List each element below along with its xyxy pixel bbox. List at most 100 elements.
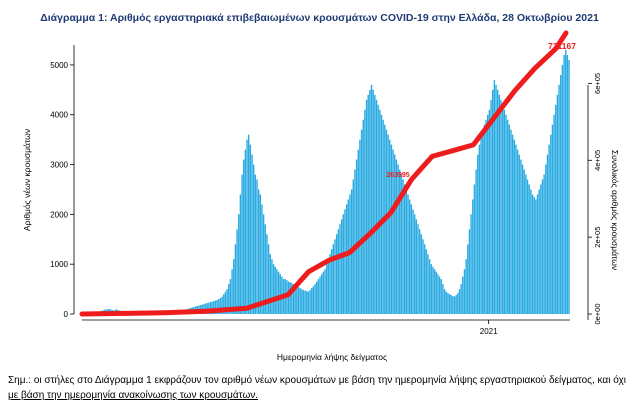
bar [309, 290, 311, 314]
bar [208, 302, 210, 314]
bar [555, 104, 557, 314]
bar [251, 154, 253, 314]
bar [292, 284, 295, 314]
x-tick-label: 2021 [480, 327, 498, 336]
bar [369, 89, 371, 314]
bar [491, 89, 494, 314]
bar [563, 54, 565, 315]
bar [317, 279, 320, 314]
bar [389, 139, 391, 314]
bar [538, 189, 540, 314]
bar [488, 109, 491, 314]
bar [236, 229, 238, 314]
bar [427, 254, 429, 314]
bar [565, 49, 567, 314]
bar [400, 174, 403, 314]
bar [478, 144, 481, 314]
bar [312, 286, 315, 314]
bar [294, 285, 296, 314]
bar [380, 114, 383, 315]
bar [327, 259, 330, 314]
footnote: Σημ.: οι στήλες στο Διάγραμμα 1 εκφράζου… [8, 373, 636, 403]
bar [453, 296, 456, 314]
bar [289, 282, 291, 314]
bar [561, 64, 564, 315]
bar [553, 114, 555, 315]
bar [229, 279, 232, 314]
bar [495, 84, 497, 314]
bar [277, 271, 280, 314]
bar [299, 288, 301, 314]
bar [262, 214, 265, 314]
bar [271, 259, 273, 314]
bar [505, 114, 507, 315]
bar [465, 259, 467, 314]
bar [447, 293, 449, 314]
bar [433, 269, 436, 314]
bar [297, 287, 300, 314]
chart-title: Διάγραμμα 1: Αριθμός εργαστηριακά επιβεβ… [40, 12, 599, 24]
y2-axis-label: Συνολικός αριθμός κρουσμάτων [610, 150, 620, 270]
bar [526, 179, 529, 314]
bar [550, 134, 552, 314]
bar [533, 196, 535, 314]
bar [518, 154, 520, 314]
y-tick-label: 4000 [50, 111, 68, 120]
bar [435, 271, 437, 314]
bar [515, 144, 517, 314]
bar [546, 154, 549, 314]
bar [254, 174, 257, 314]
y-tick-label: 0 [64, 310, 69, 319]
bar [485, 119, 487, 314]
bar [545, 164, 547, 314]
bar [568, 59, 570, 314]
bar [432, 266, 434, 314]
bar [252, 164, 255, 314]
bar [287, 281, 290, 314]
bar [394, 154, 396, 314]
bar [228, 284, 230, 314]
bar [501, 104, 504, 314]
bar [342, 214, 345, 314]
bar [316, 281, 318, 314]
bar [437, 274, 439, 314]
bar [291, 283, 293, 314]
bar [314, 284, 316, 314]
bar [375, 99, 378, 314]
bar [332, 244, 335, 314]
bar [272, 264, 275, 314]
bar [279, 274, 281, 314]
bar [468, 229, 471, 314]
bar [472, 199, 474, 314]
bar [357, 149, 359, 314]
bar [326, 264, 328, 314]
bar [482, 129, 484, 314]
bar [455, 295, 457, 314]
bar [470, 214, 472, 314]
bar [521, 164, 524, 314]
bar [324, 269, 326, 314]
bar [214, 300, 217, 314]
bar [319, 276, 321, 314]
bar [241, 174, 243, 314]
y2-tick-label: 4e+05 [593, 150, 602, 171]
bar [256, 179, 258, 314]
bar [243, 159, 245, 314]
bar [395, 159, 398, 314]
bar [520, 159, 522, 314]
bar [330, 249, 333, 314]
bar [267, 244, 270, 314]
bar [374, 94, 376, 314]
bar [362, 119, 364, 314]
bar [269, 254, 271, 314]
bar [355, 159, 358, 314]
bar [566, 54, 569, 315]
bar [408, 199, 411, 314]
bar [508, 124, 510, 314]
bar [264, 224, 266, 314]
bar [536, 194, 539, 314]
bar [213, 301, 215, 314]
bar [443, 289, 446, 314]
bar [276, 269, 278, 314]
bar [209, 302, 212, 314]
